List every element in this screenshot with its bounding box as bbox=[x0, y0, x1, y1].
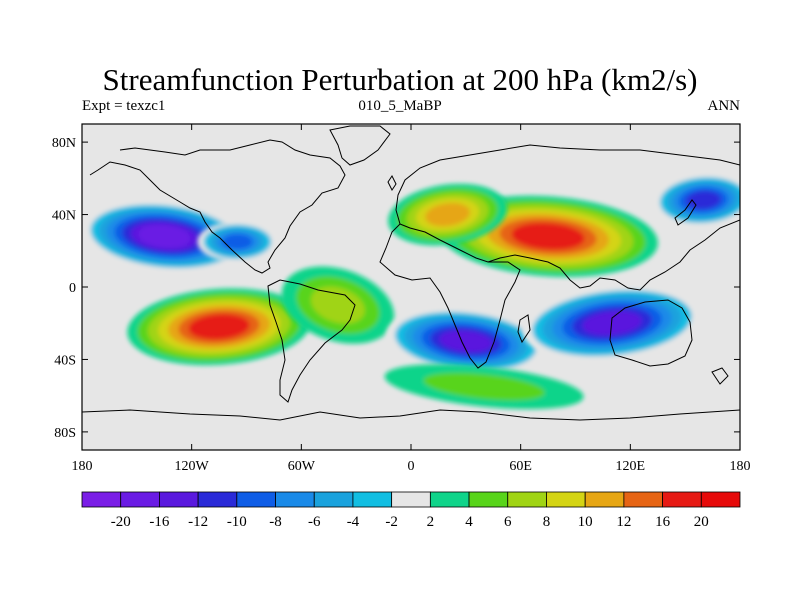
colorbar-box bbox=[623, 491, 663, 508]
lat-tick-label: 0 bbox=[69, 281, 76, 296]
colorbar-box bbox=[81, 491, 122, 508]
lon-tick-label: 120W bbox=[175, 459, 210, 474]
colorbar-label: 6 bbox=[504, 514, 512, 530]
contour-field bbox=[82, 173, 740, 410]
lat-tick-label: 80S bbox=[54, 426, 76, 441]
field-south-indian-low bbox=[386, 308, 546, 375]
coast-north-america bbox=[89, 139, 346, 274]
coast-japan bbox=[674, 199, 697, 226]
field-level bbox=[685, 190, 721, 210]
colorbar-label: 16 bbox=[655, 514, 671, 530]
field-australia-low bbox=[522, 286, 702, 361]
coast-south-america bbox=[267, 279, 356, 403]
coastlines bbox=[82, 125, 740, 421]
lon-tick-label: 120E bbox=[616, 459, 646, 474]
colorbar-box bbox=[546, 491, 586, 508]
season-label: ANN bbox=[707, 98, 741, 114]
colorbar-box bbox=[159, 491, 199, 508]
chart-title: Streamfunction Perturbation at 200 hPa (… bbox=[102, 62, 698, 97]
case-label: 010_5_MaBP bbox=[358, 98, 442, 114]
coast-greenland bbox=[329, 125, 391, 166]
field-level bbox=[222, 234, 253, 250]
field-north-atlantic-low bbox=[197, 221, 278, 262]
field-level bbox=[188, 314, 250, 340]
colorbar-label: 2 bbox=[427, 514, 435, 530]
coast-eurasia bbox=[395, 144, 740, 225]
longitude-axis: 180 120W 60W 0 60E 120E 180 bbox=[72, 124, 751, 474]
colorbar-box bbox=[275, 491, 315, 508]
lon-tick-label: 180 bbox=[72, 459, 93, 474]
coast-africa bbox=[379, 223, 521, 369]
colorbar-label: -16 bbox=[149, 514, 169, 530]
field-level bbox=[423, 372, 545, 401]
colorbar-label: 10 bbox=[578, 514, 593, 530]
experiment-label: Expt = texzc1 bbox=[82, 98, 166, 114]
lon-tick-label: 60E bbox=[509, 459, 532, 474]
colorbar-label: -10 bbox=[227, 514, 247, 530]
lon-tick-label: 0 bbox=[408, 459, 415, 474]
coast-new-zealand bbox=[711, 367, 729, 385]
colorbar-label: -2 bbox=[385, 514, 398, 530]
colorbar-label: 8 bbox=[543, 514, 551, 530]
coast-uk bbox=[387, 175, 397, 191]
colorbar-box bbox=[584, 491, 625, 508]
field-level bbox=[138, 225, 191, 248]
colorbar-box bbox=[468, 491, 509, 508]
field-level bbox=[511, 222, 585, 250]
field-southern-ocean-high bbox=[384, 364, 584, 410]
colorbar-box bbox=[313, 491, 354, 508]
colorbar-box bbox=[662, 491, 702, 508]
colorbar-box bbox=[236, 491, 276, 508]
lon-tick-label: 180 bbox=[730, 459, 751, 474]
colorbar-label: 20 bbox=[694, 514, 709, 530]
colorbar-label: -12 bbox=[188, 514, 208, 530]
coast-asia-south bbox=[399, 219, 740, 291]
field-nw-pacific-low bbox=[653, 173, 740, 227]
field-level bbox=[582, 310, 642, 336]
colorbar-box bbox=[120, 491, 160, 508]
field-north-pacific-low bbox=[82, 201, 246, 272]
coast-australia bbox=[609, 299, 693, 367]
colorbar-box bbox=[429, 491, 470, 508]
colorbar-box bbox=[507, 491, 547, 508]
lon-tick-label: 60W bbox=[288, 459, 316, 474]
lat-tick-label: 80N bbox=[52, 136, 76, 151]
colorbar-box bbox=[352, 491, 393, 508]
latitude-axis: 80N 40N 0 40S 80S bbox=[52, 136, 740, 441]
colorbar-label: -20 bbox=[111, 514, 131, 530]
coast-madagascar bbox=[517, 314, 531, 344]
colorbar-label: -6 bbox=[308, 514, 321, 530]
lat-tick-label: 40S bbox=[54, 353, 76, 368]
colorbar: -20 -16 -12 -10 -8 -6 -4 -2 2 4 6 8 10 12 16 20 bbox=[81, 491, 741, 530]
field-north-africa-high bbox=[388, 183, 508, 246]
colorbar-box bbox=[700, 491, 741, 508]
lat-tick-label: 40N bbox=[52, 209, 76, 224]
coast-antarctica bbox=[82, 409, 740, 421]
colorbar-label: 4 bbox=[465, 514, 473, 530]
colorbar-label: -4 bbox=[347, 514, 360, 530]
colorbar-box bbox=[197, 491, 238, 508]
field-south-pacific-high bbox=[127, 288, 311, 366]
colorbar-label: -8 bbox=[269, 514, 282, 530]
field-level bbox=[425, 202, 471, 227]
field-level bbox=[439, 330, 493, 353]
colorbar-box bbox=[391, 491, 431, 508]
colorbar-label: 12 bbox=[616, 514, 631, 530]
